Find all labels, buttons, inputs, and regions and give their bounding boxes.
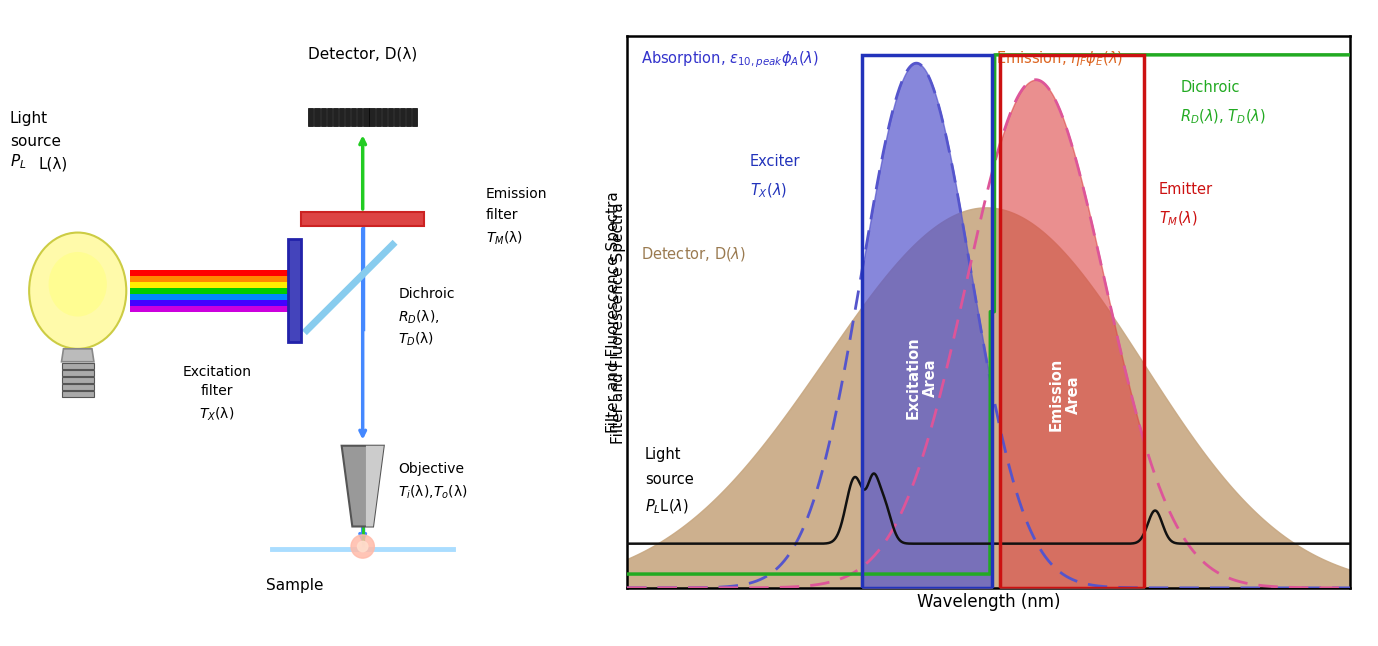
Text: Light: Light — [645, 447, 682, 462]
Polygon shape — [342, 446, 383, 526]
Bar — [351, 108, 357, 126]
Text: Excitation: Excitation — [182, 365, 251, 379]
Text: source: source — [10, 134, 61, 149]
Bar — [309, 108, 313, 126]
Circle shape — [357, 541, 368, 552]
Bar — [130, 287, 295, 294]
Text: $R_D$(λ),: $R_D$(λ), — [398, 309, 440, 326]
Text: L(λ): L(λ) — [39, 156, 68, 171]
Text: Dichroic: Dichroic — [398, 287, 455, 302]
Text: filter: filter — [201, 384, 233, 399]
Bar — [314, 108, 320, 126]
Bar — [130, 300, 295, 306]
Bar — [412, 108, 418, 126]
Ellipse shape — [29, 233, 127, 349]
Bar — [327, 108, 332, 126]
Polygon shape — [367, 446, 383, 526]
Bar — [321, 108, 325, 126]
Text: $P_L$: $P_L$ — [10, 152, 26, 171]
Bar — [357, 108, 362, 126]
Text: Detector, D($\lambda$): Detector, D($\lambda$) — [642, 245, 747, 264]
Text: filter: filter — [486, 208, 518, 222]
X-axis label: Wavelength (nm): Wavelength (nm) — [916, 594, 1061, 611]
Bar — [364, 108, 368, 126]
Text: $R_D(\lambda)$, $T_D(\lambda)$: $R_D(\lambda)$, $T_D(\lambda)$ — [1181, 107, 1266, 126]
Text: Emission, $\eta_F\phi_E(\lambda)$: Emission, $\eta_F\phi_E(\lambda)$ — [996, 49, 1123, 68]
Text: $T_i$(λ),$T_o$(λ): $T_i$(λ),$T_o$(λ) — [398, 483, 469, 501]
Y-axis label: Filter and Fluorescence Spectra: Filter and Fluorescence Spectra — [606, 191, 621, 433]
Bar — [400, 108, 405, 126]
Bar — [62, 370, 94, 376]
Bar — [387, 108, 393, 126]
Bar — [62, 377, 94, 383]
Bar — [344, 108, 350, 126]
Text: Absorption, $\varepsilon_{10,peak}\phi_A(\lambda)$: Absorption, $\varepsilon_{10,peak}\phi_A… — [642, 49, 820, 70]
Bar — [130, 282, 295, 287]
Circle shape — [351, 535, 375, 558]
Bar — [130, 294, 295, 300]
Text: Light: Light — [10, 111, 48, 126]
Text: Emission: Emission — [486, 187, 547, 202]
Text: Exciter: Exciter — [750, 154, 801, 169]
Bar — [130, 270, 295, 276]
Bar — [130, 276, 295, 282]
Bar — [382, 108, 387, 126]
Bar — [394, 108, 400, 126]
Text: $T_X(\lambda)$: $T_X(\lambda)$ — [750, 182, 787, 200]
Text: $T_X$(λ): $T_X$(λ) — [200, 406, 234, 423]
Bar — [339, 108, 344, 126]
Text: Detector, D(λ): Detector, D(λ) — [309, 47, 418, 61]
Text: Filter and Fluorescence Spectra: Filter and Fluorescence Spectra — [610, 202, 626, 444]
Bar — [863, 55, 992, 588]
Text: Emitter: Emitter — [1159, 182, 1213, 197]
Ellipse shape — [48, 252, 107, 317]
Text: Excitation
Area: Excitation Area — [905, 337, 938, 419]
Bar — [407, 108, 412, 126]
Text: Dichroic: Dichroic — [1181, 79, 1240, 95]
Bar — [62, 384, 94, 390]
Text: $T_D$(λ): $T_D$(λ) — [398, 330, 434, 348]
Text: $T_M$(λ): $T_M$(λ) — [486, 230, 522, 247]
Bar — [302, 212, 424, 226]
Text: $P_L$L($\lambda$): $P_L$L($\lambda$) — [645, 498, 689, 516]
Bar — [62, 391, 94, 397]
Text: Emission
Area: Emission Area — [1049, 358, 1080, 431]
Polygon shape — [62, 349, 94, 362]
Bar — [376, 108, 380, 126]
Bar — [999, 55, 1144, 588]
Text: source: source — [645, 472, 695, 487]
Text: Objective: Objective — [398, 462, 464, 476]
Text: Sample: Sample — [266, 578, 322, 593]
Bar — [369, 108, 375, 126]
Text: $T_M(\lambda)$: $T_M(\lambda)$ — [1159, 209, 1197, 228]
Bar — [332, 108, 338, 126]
Bar — [130, 306, 295, 311]
Bar — [288, 239, 302, 342]
Bar — [62, 363, 94, 369]
